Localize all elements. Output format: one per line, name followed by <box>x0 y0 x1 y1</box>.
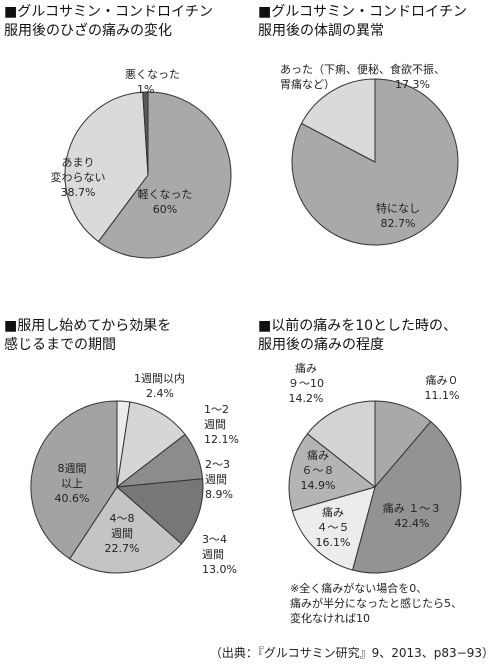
value-label: 16.1% <box>316 536 351 549</box>
value-label: 11.1% <box>425 389 460 402</box>
slice-label: 痛み０ <box>426 373 459 387</box>
slice-label: 3～4 週間 <box>202 533 227 561</box>
slice-label: 悪くなった <box>125 68 180 81</box>
value-label: 2.4% <box>146 387 174 400</box>
pie-slice <box>115 478 204 545</box>
value-label: 12.1% <box>204 433 239 446</box>
slice-label: あまり変わらない <box>51 156 106 184</box>
slice-label: 4～8 週間 <box>110 512 135 540</box>
chart-title: ■服用し始めてから効果を感じるまでの期間 <box>4 318 171 353</box>
slice-label: 1～2 週間 <box>204 403 229 431</box>
pie-slice <box>97 91 232 259</box>
slice-label: 2～3 週間 <box>205 458 230 486</box>
chart-title: ■グルコサミン・コンドロイチン服用後の体調の異常 <box>258 4 467 39</box>
value-label: 8.9% <box>205 488 233 501</box>
value-label: 38.7% <box>61 186 96 199</box>
value-label: 42.4% <box>395 517 430 530</box>
slice-label: 1週間以内 <box>134 371 185 385</box>
value-label: 13.0% <box>202 563 237 576</box>
value-label: 17.3% <box>395 78 430 91</box>
pie-slice <box>288 433 377 512</box>
note: ※全く痛みがない場合を0、痛みが半分になったと感じたら5、変化なければ10 <box>290 581 462 625</box>
value-label: 1% <box>137 83 154 96</box>
pie-slice <box>68 486 183 574</box>
pie-slice <box>116 401 186 489</box>
slice-label: あった（下痢、便秘、食欲不振、胃痛など） <box>280 62 445 91</box>
source: （出典：『グルコサミン研究』9、2013、p83−93） <box>210 645 494 660</box>
pie-slice <box>291 486 376 571</box>
slice-label: 特になし <box>376 201 420 215</box>
pie-slice <box>306 400 376 489</box>
pie-slice <box>64 91 149 243</box>
slice-label: 痛み６～８ <box>302 448 335 477</box>
pie-slice <box>351 420 462 574</box>
value-label: 60% <box>153 203 177 216</box>
value-label: 40.6% <box>55 492 90 505</box>
chart-title: ■グルコサミン・コンドロイチン服用後のひざの痛みの変化 <box>4 4 213 39</box>
slice-label: 痛み９～10 <box>288 361 324 390</box>
value-label: 14.2% <box>289 392 324 405</box>
slice-label: 痛み １～３ <box>383 501 442 515</box>
slice-label: 痛み４～５ <box>317 505 350 534</box>
pie-slice <box>142 91 149 176</box>
pie-slice <box>30 400 118 560</box>
chart-title: ■以前の痛みを10とした時の、服用後の痛みの程度 <box>258 317 457 353</box>
value-label: 82.7% <box>381 217 416 230</box>
pie-slice <box>300 78 376 163</box>
slice-label: 軽くなった <box>138 188 193 201</box>
value-label: 14.9% <box>301 479 336 492</box>
slice-label: 8週間以上 <box>58 462 87 490</box>
value-label: 22.7% <box>105 542 140 555</box>
